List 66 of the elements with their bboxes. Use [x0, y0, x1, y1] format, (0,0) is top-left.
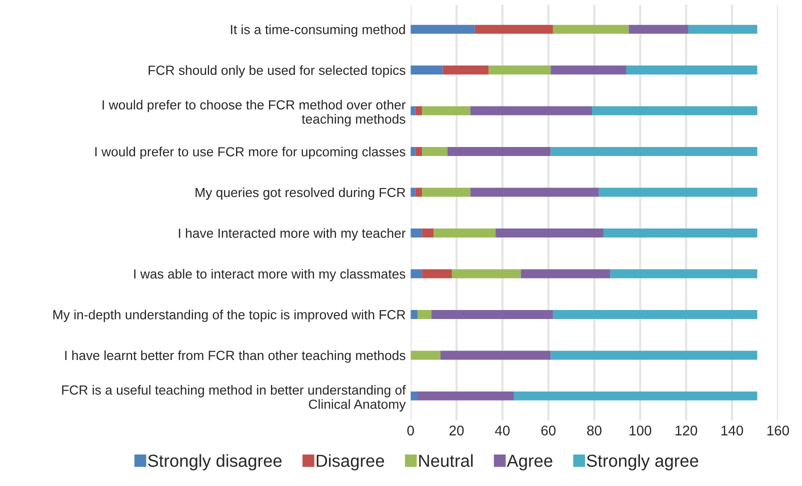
bar	[550, 147, 758, 156]
bar	[422, 269, 452, 278]
bar	[431, 310, 553, 319]
bar	[592, 106, 758, 116]
x-tick-label: 80	[587, 426, 602, 436]
bar	[410, 310, 418, 319]
bar	[520, 269, 610, 278]
bar	[552, 24, 629, 34]
bar	[452, 269, 521, 278]
x-tick-label: 100	[630, 426, 652, 436]
bar	[552, 310, 758, 319]
bar	[418, 391, 514, 400]
bar	[447, 147, 551, 156]
bar	[603, 228, 758, 238]
bar	[415, 188, 422, 197]
bar	[496, 228, 604, 238]
x-tick-label: 140	[722, 426, 744, 436]
bar	[626, 66, 758, 75]
bar	[550, 66, 626, 75]
x-tick-label: 160	[767, 426, 789, 436]
bar	[610, 269, 758, 278]
bar	[442, 66, 489, 75]
bar	[598, 188, 758, 197]
y-tick-label: I was able to interact more with my classmates	[134, 268, 406, 282]
bar	[415, 106, 422, 116]
bar	[470, 188, 599, 197]
bar	[470, 106, 592, 116]
bar	[628, 24, 688, 34]
legend-label: Agree	[506, 454, 552, 470]
y-tick-label: I would prefer to choose the FCR method over other teaching methods	[102, 100, 406, 126]
bar	[410, 391, 418, 400]
y-tick-label: My queries got resolved during FCR	[196, 187, 406, 200]
bar	[410, 24, 475, 34]
bar	[410, 269, 422, 278]
bar	[415, 147, 422, 156]
legend-label: Strongly agree	[586, 454, 698, 470]
bar	[422, 147, 448, 156]
y-tick-label: My in-depth understanding of the topic is improved with FCR	[53, 310, 406, 322]
bar	[422, 188, 470, 197]
y-tick-label: FCR is a useful teaching method in better understanding of Clinical Anatomy	[62, 385, 406, 412]
x-tick-label: 60	[541, 426, 556, 436]
y-tick-label: FCR should only be used for selected topics	[148, 65, 406, 78]
y-tick-label: I would prefer to use FCR more for upcoming classes	[95, 146, 406, 160]
x-tick-label: 20	[450, 426, 464, 436]
bar	[410, 350, 440, 360]
y-tick-label: I have learnt better from FCR than other teaching methods	[65, 350, 406, 363]
bar	[688, 24, 758, 34]
bar	[440, 350, 551, 360]
bar	[410, 66, 443, 75]
y-tick-label: I have Interacted more with my teacher	[178, 228, 406, 241]
bar	[550, 350, 758, 360]
x-tick-label: 0	[407, 426, 414, 436]
legend-label: Disagree	[316, 454, 384, 470]
bar	[422, 228, 434, 238]
bar	[422, 106, 470, 116]
legend-label: Neutral	[419, 454, 473, 467]
bar	[410, 228, 422, 238]
bar	[514, 391, 758, 400]
legend-label: Strongly disagree	[148, 454, 282, 470]
x-tick-label: 40	[495, 426, 510, 436]
bar	[418, 310, 432, 319]
x-tick-label: 120	[676, 426, 698, 436]
bar	[434, 228, 496, 238]
bar	[474, 24, 553, 34]
y-tick-label: It is a time-consuming method	[230, 24, 405, 37]
bar	[488, 66, 551, 75]
